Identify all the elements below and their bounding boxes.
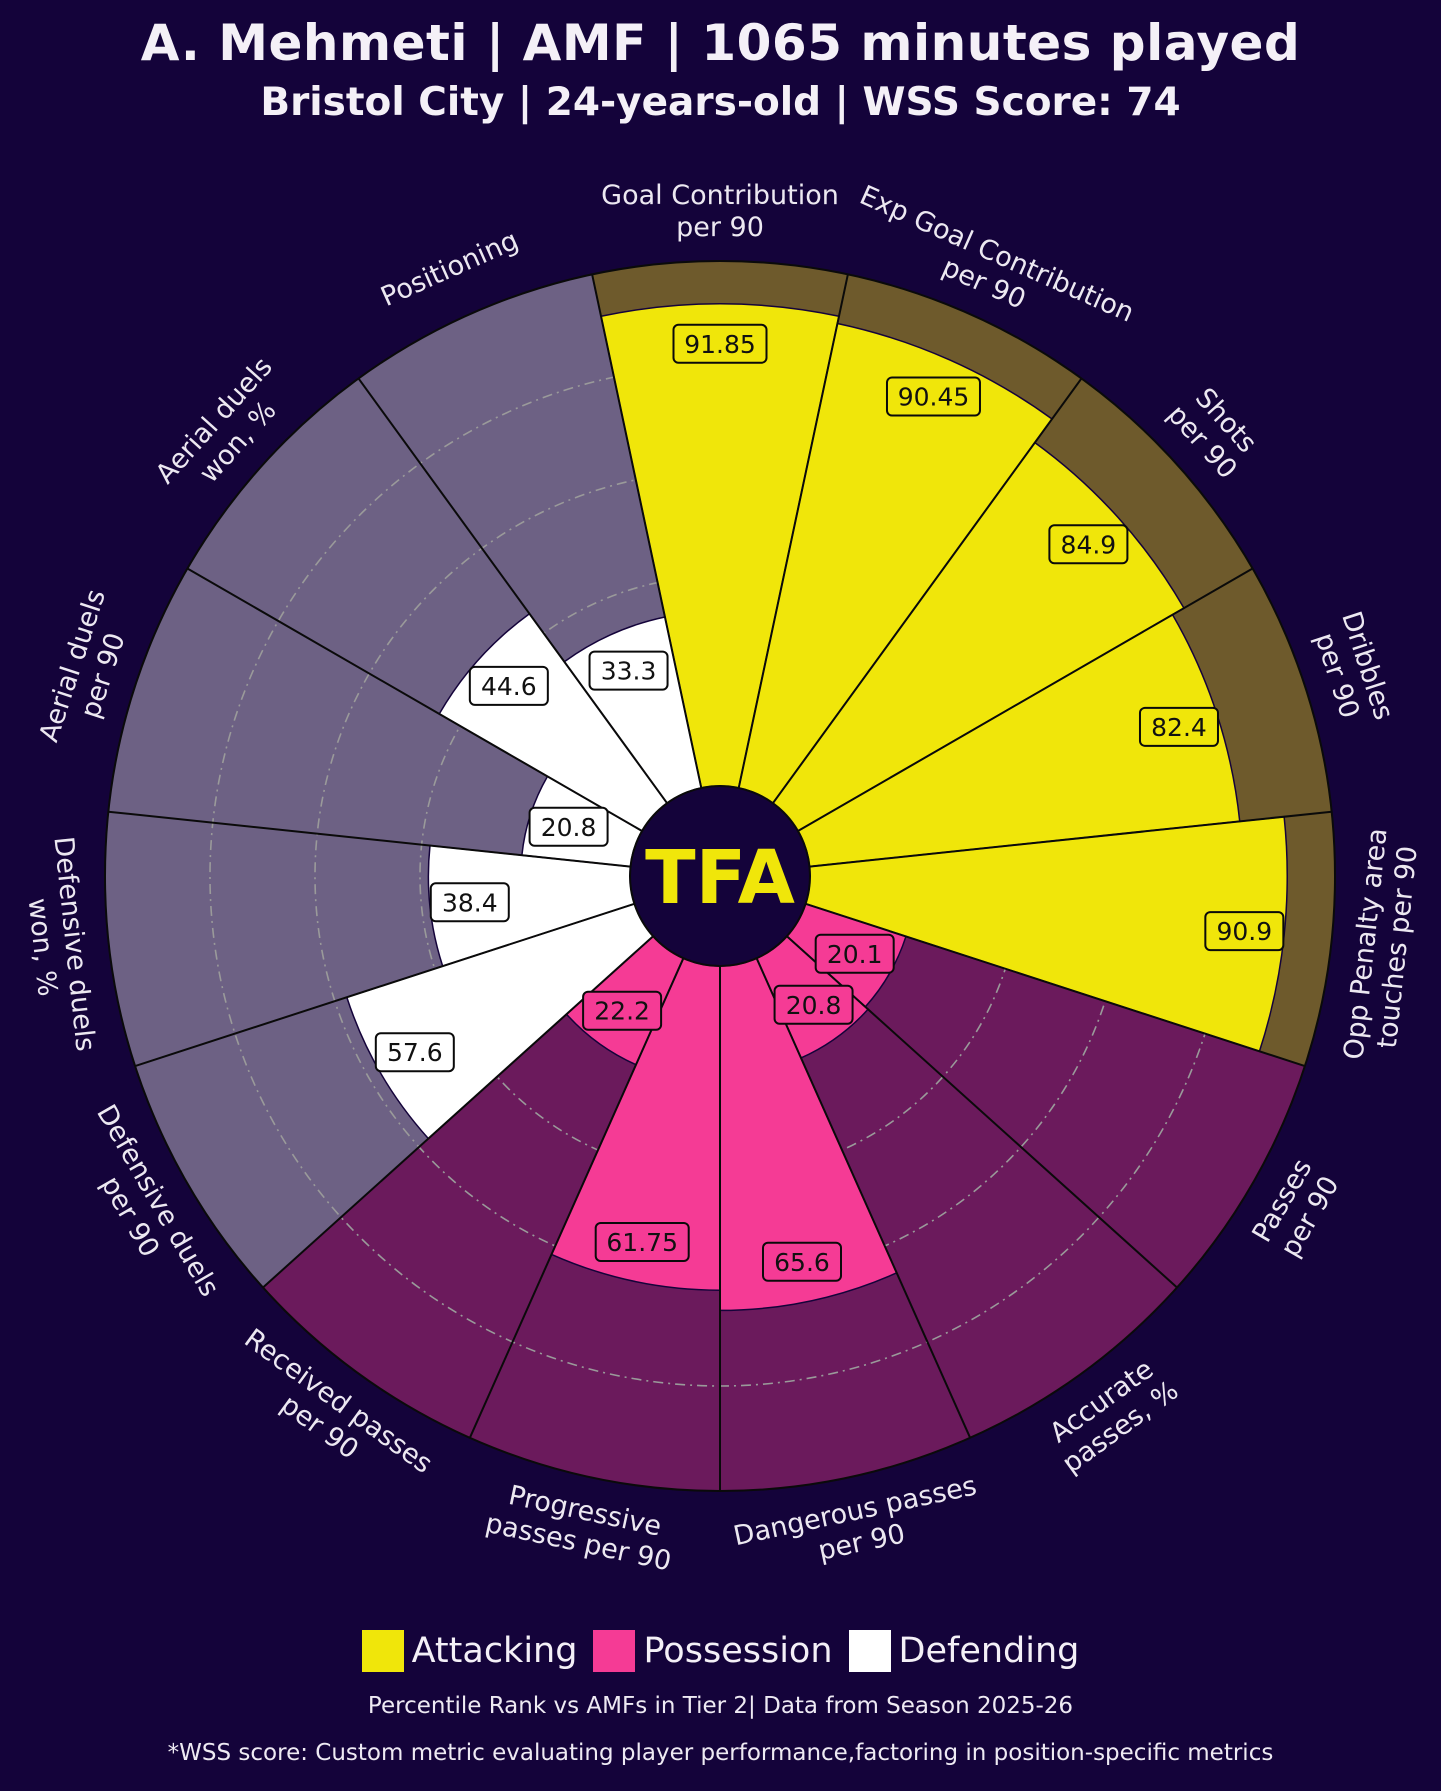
legend-label-possession: Possession — [643, 1631, 833, 1671]
value-label: 22.2 — [582, 990, 663, 1031]
category-label-line: Positioning — [376, 225, 523, 313]
value-label: 84.9 — [1048, 524, 1129, 565]
value-label-text: 33.3 — [601, 657, 657, 686]
legend-swatch-possession — [593, 1630, 636, 1672]
value-label-text: 38.4 — [442, 888, 498, 917]
spoke — [108, 810, 631, 868]
spoke — [468, 957, 685, 1439]
value-label: 65.6 — [762, 1241, 843, 1282]
slice-background — [262, 936, 684, 1438]
value-label-text: 20.8 — [786, 991, 842, 1020]
value-label: 20.8 — [528, 806, 609, 847]
legend-item-defending: Defending — [848, 1630, 1080, 1672]
value-label: 61.75 — [594, 1222, 690, 1263]
value-label: 90.9 — [1204, 911, 1285, 952]
value-label-text: 91.85 — [684, 330, 756, 359]
value-label-text: 57.6 — [387, 1038, 443, 1067]
disclaimer: *WSS score: Custom metric evaluating pla… — [167, 1740, 1274, 1766]
legend-item-attacking: Attacking — [361, 1630, 578, 1672]
value-label-text: 20.8 — [541, 813, 597, 842]
chart-subtitle: Bristol City | 24-years-old | WSS Score:… — [260, 80, 1181, 125]
footnote: Percentile Rank vs AMFs in Tier 2| Data … — [367, 1693, 1074, 1719]
value-label: 38.4 — [429, 882, 510, 923]
outer-ring — [104, 260, 1336, 1492]
spoke — [772, 377, 1083, 804]
value-label-text: 90.9 — [1217, 917, 1273, 946]
slice-background — [756, 936, 1178, 1438]
slice-background — [786, 903, 1305, 1288]
legend: Attacking Possession Defending — [0, 1630, 1441, 1672]
value-label: 44.6 — [468, 665, 549, 706]
spoke — [357, 377, 668, 804]
value-label: 33.3 — [588, 650, 669, 691]
chart-title: A. Mehmeti | AMF | 1065 minutes played — [140, 14, 1301, 72]
spoke — [797, 567, 1254, 832]
value-label: 57.6 — [374, 1032, 455, 1073]
category-label-line: Goal Contribution — [601, 180, 839, 211]
legend-swatch-attacking — [361, 1630, 404, 1672]
legend-item-possession: Possession — [593, 1630, 833, 1672]
value-label-text: 22.2 — [594, 997, 650, 1026]
center-logo-text: TFA — [645, 835, 795, 921]
value-label: 20.1 — [814, 933, 895, 974]
slice-background — [108, 568, 643, 867]
legend-label-attacking: Attacking — [411, 1631, 578, 1671]
spoke — [805, 902, 1306, 1067]
value-label-text: 84.9 — [1061, 530, 1117, 559]
spoke — [186, 567, 643, 832]
value-label: 20.8 — [773, 984, 854, 1025]
value-label-text: 20.1 — [827, 940, 883, 969]
value-label-text: 61.75 — [606, 1228, 678, 1257]
center-logo-badge — [629, 785, 811, 967]
spoke — [737, 274, 849, 789]
spoke — [134, 902, 635, 1067]
pizza-chart: 91.85 90.45 84.9 82.4 90.9 20.1 20.8 65.6 61.75 2… — [22, 180, 1424, 1578]
value-label-text: 44.6 — [481, 672, 537, 701]
category-label: Positioning — [376, 225, 523, 313]
value-label: 82.4 — [1138, 706, 1219, 747]
value-label-text: 65.6 — [774, 1248, 830, 1277]
spoke — [755, 957, 972, 1439]
spoke — [809, 810, 1332, 868]
legend-label-defending: Defending — [898, 1631, 1080, 1671]
spoke — [591, 274, 703, 789]
value-label-text: 82.4 — [1151, 713, 1207, 742]
value-label: 91.85 — [672, 323, 768, 364]
category-label-line: per 90 — [676, 212, 764, 243]
legend-swatch-defending — [848, 1630, 891, 1672]
value-label-text: 90.45 — [898, 383, 970, 412]
value-label: 90.45 — [885, 376, 981, 417]
